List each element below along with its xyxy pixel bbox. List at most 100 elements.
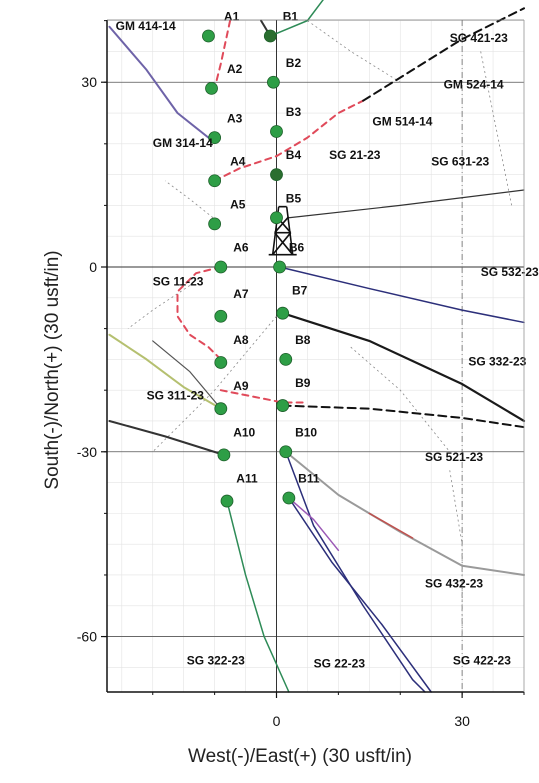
point-b3	[270, 125, 283, 138]
point-a7	[214, 309, 228, 323]
grid-layer	[107, 20, 525, 692]
point-b5	[270, 211, 283, 225]
faint-lines-layer	[127, 20, 513, 637]
point-label-a1: A1	[224, 10, 240, 24]
well-label: SG 432-23	[425, 576, 483, 590]
point-b10	[279, 445, 293, 459]
y-tick-label: -30	[77, 444, 97, 460]
well-path	[213, 99, 365, 182]
point-label-a5: A5	[230, 197, 246, 211]
point-label-b2: B2	[286, 56, 302, 70]
reference-line	[350, 346, 451, 453]
well-path	[226, 500, 290, 693]
point-label-b9: B9	[295, 376, 311, 390]
point-a10	[217, 448, 231, 462]
point-b9	[276, 399, 290, 412]
well-label: SG 311-23	[147, 388, 205, 402]
well-label: SG 332-23	[468, 355, 526, 369]
y-tick-label: -60	[77, 629, 97, 645]
point-b1	[263, 29, 277, 43]
point-b7	[276, 306, 290, 320]
well-label: SG 11-23	[153, 274, 204, 288]
well-label: GM 524-14	[444, 77, 504, 91]
well-path	[152, 340, 222, 410]
y-axis-title: South(-)/North(+) (30 usft/in)	[42, 250, 63, 489]
point-b2	[267, 75, 280, 89]
well-label: SG 21-23	[329, 148, 381, 162]
well-path	[281, 404, 525, 429]
well-path	[213, 19, 232, 90]
point-label-a6: A6	[233, 241, 249, 255]
point-label-a9: A9	[233, 379, 249, 393]
well-path	[288, 189, 525, 219]
y-tick-label: 0	[89, 259, 97, 275]
point-label-a4: A4	[230, 154, 246, 168]
well-label: SG 22-23	[314, 656, 366, 670]
reference-line	[127, 285, 191, 329]
reference-line	[152, 316, 277, 453]
point-label-a7: A7	[233, 287, 249, 301]
point-label-a10: A10	[233, 425, 255, 439]
well-label: SG 322-23	[187, 653, 245, 667]
well-path	[285, 451, 426, 693]
point-label-a2: A2	[227, 62, 243, 76]
point-a5	[208, 217, 222, 231]
well-path	[368, 512, 414, 539]
point-b11	[282, 491, 296, 505]
reference-line	[449, 470, 463, 637]
well-label: SG 532-23	[481, 265, 539, 279]
point-label-a11: A11	[236, 472, 258, 486]
well-path	[269, 0, 324, 37]
rig-line	[274, 216, 290, 234]
point-label-b3: B3	[286, 105, 302, 119]
rig-line	[272, 232, 292, 256]
axes-layer: 30 0 -30 -60 0 30	[77, 19, 525, 729]
point-b8	[279, 352, 293, 366]
rig-line	[274, 232, 294, 256]
well-path	[108, 419, 225, 456]
point-label-b5: B5	[286, 191, 302, 205]
well-path	[284, 450, 525, 576]
point-b4	[270, 168, 283, 182]
well-path	[288, 497, 340, 552]
well-label: SG 631-23	[431, 154, 489, 168]
well-label: SG 421-23	[450, 31, 508, 45]
point-a11	[220, 494, 234, 508]
point-a2	[205, 81, 218, 95]
y-tick-label: 30	[81, 74, 97, 90]
point-a6	[214, 260, 228, 274]
point-label-b1: B1	[283, 10, 299, 24]
point-label-b8: B8	[295, 333, 311, 347]
well-path	[108, 25, 210, 139]
well-path	[219, 389, 309, 404]
well-path	[362, 7, 525, 102]
point-label-a3: A3	[227, 111, 243, 125]
x-axis-title: West(-)/East(+) (30 usft/in)	[188, 746, 412, 767]
point-a3	[208, 131, 222, 145]
reference-line	[164, 180, 222, 225]
well-label: SG 422-23	[453, 653, 511, 667]
point-a4	[208, 174, 222, 188]
well-path	[176, 266, 222, 361]
point-label-b10: B10	[295, 425, 317, 439]
well-path	[108, 333, 222, 410]
labels-layer: A1 A2 A3 A4 A5 A6 A7 A8 A9 A10 A11 B1 B2 B3 B4 B5 B6 B7 B8…	[116, 10, 539, 671]
point-a9	[214, 402, 228, 416]
x-tick-label: 0	[273, 713, 281, 729]
well-label: GM 414-14	[116, 19, 176, 33]
point-a8	[214, 356, 228, 369]
well-path	[278, 266, 525, 324]
well-paths-layer	[108, 0, 526, 693]
point-label-b11: B11	[298, 472, 320, 486]
point-label-a8: A8	[233, 333, 249, 347]
point-label-b6: B6	[289, 241, 305, 255]
point-b6	[273, 260, 286, 274]
point-a1	[202, 29, 215, 43]
well-path	[281, 312, 526, 423]
reference-line	[480, 51, 513, 206]
point-label-b7: B7	[292, 284, 308, 298]
well-path	[288, 497, 432, 693]
x-tick-label: 30	[454, 713, 470, 729]
well-label: GM 514-14	[372, 114, 432, 128]
